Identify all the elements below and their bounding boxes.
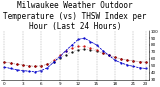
Title: Milwaukee Weather Outdoor Temperature (vs) THSW Index per Hour (Last 24 Hours): Milwaukee Weather Outdoor Temperature (v… [3,1,147,31]
